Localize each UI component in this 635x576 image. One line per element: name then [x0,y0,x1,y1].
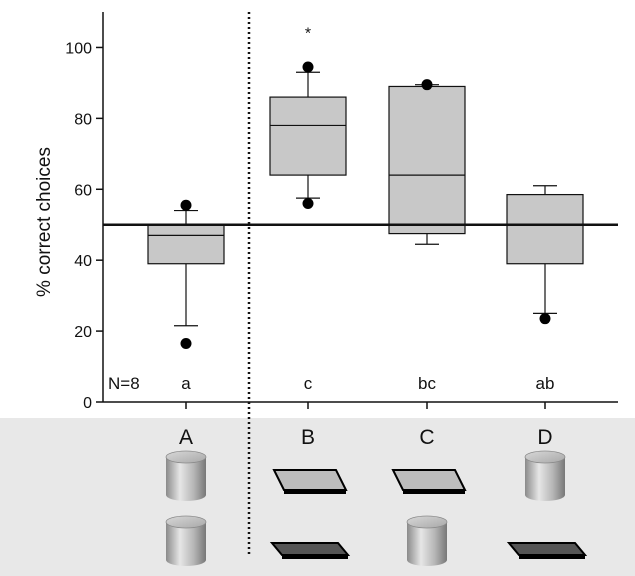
outlier-point [180,338,192,349]
cylinder-top [165,515,207,529]
category-label-B: B [301,426,315,449]
significance-star: * [305,25,311,42]
box-body [269,96,347,176]
y-tick-label: 80 [74,111,92,128]
sample-size-label: N=8 [108,374,140,393]
stimulus-D-1 [524,450,566,501]
stimulus-A-1 [165,450,207,501]
group-significance-letter: a [181,374,191,393]
box-A [147,199,225,349]
y-tick-label: 0 [83,395,92,412]
category-label-D: D [537,426,552,449]
outlier-point [180,199,192,211]
group-significance-letter: c [304,374,313,393]
stimulus-C-2 [406,515,448,566]
box-body [506,193,584,265]
category-label-C: C [419,426,434,449]
box-D [506,185,584,325]
group-significance-letter: ab [536,374,555,393]
cylinder-base [166,554,206,566]
y-tick-label: 40 [74,253,92,270]
outlier-point [302,61,314,73]
outlier-point [539,313,551,325]
labels-layer: N=8 a Ac Bbc Cab D [108,374,554,449]
box-body [147,224,225,265]
stimulus-A-2 [165,515,207,566]
plate-top [391,469,467,491]
plate-top [272,469,348,491]
y-axis: 0 20 40 60 80 100 [65,12,618,412]
category-label-A: A [179,426,193,449]
box-body [388,85,466,235]
box-B: * [269,25,347,209]
cylinder-top [406,515,448,529]
outlier-point [302,197,314,209]
y-tick-label: 20 [74,324,92,341]
group-significance-letter: bc [418,374,436,393]
stimulus-C-1 [391,469,467,494]
cylinder-base [525,489,565,501]
stimuli-layer [165,450,588,566]
cylinder-top [524,450,566,464]
stimulus-B-2 [269,542,351,559]
cylinder-base [407,554,447,566]
plate-top [506,542,588,556]
y-tick-label: 60 [74,182,92,199]
cylinder-base [166,489,206,501]
stimulus-B-1 [272,469,348,494]
boxes-layer: * [103,25,618,349]
outlier-point [421,79,433,91]
box-C [388,79,466,245]
stimulus-D-2 [506,542,588,559]
y-axis-title: % correct choices [34,147,55,297]
y-tick-label: 100 [65,40,92,57]
cylinder-top [165,450,207,464]
plate-top [269,542,351,556]
